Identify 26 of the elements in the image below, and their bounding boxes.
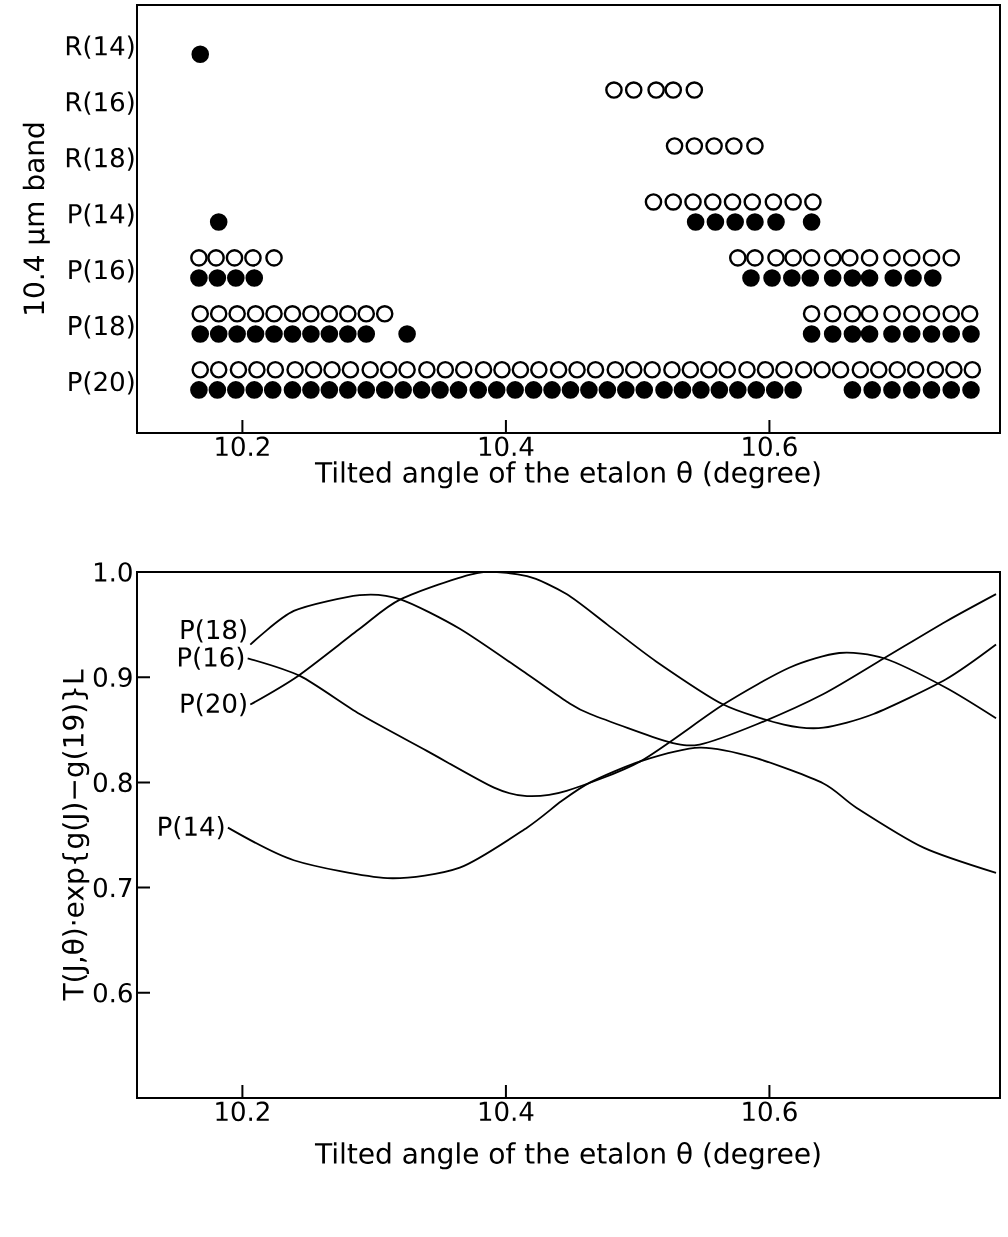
y-tick-label: R(18) (66, 147, 134, 171)
x-tick-label: 10.6 (743, 1101, 797, 1122)
y-tick-label: 0.8 (93, 772, 132, 793)
x-tick-label: 10.4 (479, 436, 534, 457)
y-tick-label: 1.0 (94, 562, 132, 582)
series-label: P(20) (181, 692, 246, 717)
x-tick-label: 10.6 (743, 436, 797, 457)
y-tick-label: P(20) (69, 371, 134, 395)
y-tick-label: P(18) (69, 315, 134, 339)
y-tick-label: P(14) (69, 203, 134, 227)
y-axis-title: 10.4 μm band (22, 123, 50, 314)
y-tick-label: R(16) (66, 91, 134, 115)
x-axis-title: Tilted angle of the etalon θ (degree) (314, 461, 820, 489)
x-tick-label: 10.2 (216, 1101, 269, 1122)
x-tick-label: 10.2 (216, 436, 269, 457)
y-tick-label: 0.7 (93, 877, 132, 898)
series-label: P(16) (178, 646, 244, 670)
series-label: P(14) (159, 816, 224, 840)
y-tick-label: P(16) (69, 259, 134, 283)
y-axis-title: T(J,θ)·exp{g(J)−g(19)}L (61, 669, 90, 1001)
series-label: P(18) (181, 619, 246, 643)
x-tick-label: 10.4 (479, 1101, 534, 1122)
x-axis-title: Tilted angle of the etalon θ (degree) (314, 1142, 820, 1170)
y-tick-label: 0.6 (93, 982, 132, 1003)
y-tick-label: R(14) (66, 35, 134, 59)
y-tick-label: 0.9 (93, 667, 132, 688)
